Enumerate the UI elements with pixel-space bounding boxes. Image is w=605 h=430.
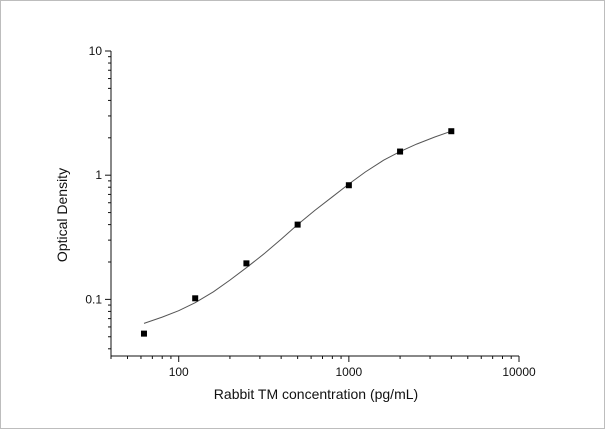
x-tick-label: 100 bbox=[169, 365, 189, 379]
data-point bbox=[294, 221, 301, 228]
plot-area: 0.1 1 10 100 1000 10000 bbox=[85, 44, 536, 379]
y-tick-label: 10 bbox=[89, 44, 103, 58]
data-point bbox=[345, 182, 352, 189]
data-point bbox=[192, 295, 199, 302]
y-tick-label: 0.1 bbox=[85, 292, 102, 306]
data-point bbox=[243, 260, 250, 267]
data-point bbox=[397, 148, 404, 155]
x-tick-label: 10000 bbox=[502, 365, 536, 379]
data-point bbox=[448, 128, 455, 135]
y-tick-label: 1 bbox=[95, 168, 102, 182]
data-point bbox=[140, 330, 147, 337]
y-axis-label: Optical Density bbox=[54, 168, 70, 262]
x-axis-label: Rabbit TM concentration (pg/mL) bbox=[214, 386, 418, 402]
x-tick-label: 1000 bbox=[336, 365, 363, 379]
